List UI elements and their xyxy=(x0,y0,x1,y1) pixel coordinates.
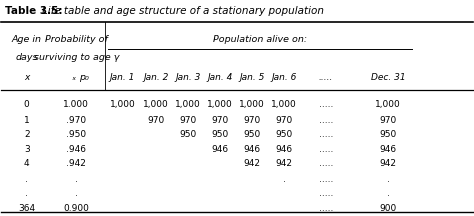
Text: 970: 970 xyxy=(276,116,293,125)
Text: .....: ..... xyxy=(319,189,333,198)
Text: 946: 946 xyxy=(244,145,261,154)
Text: .: . xyxy=(25,189,28,198)
Text: 3: 3 xyxy=(24,145,29,154)
Text: .....: ..... xyxy=(319,175,333,184)
Text: 1,000: 1,000 xyxy=(110,100,136,109)
Text: 1,000: 1,000 xyxy=(375,100,401,109)
Text: Jan. 4: Jan. 4 xyxy=(207,73,233,82)
Text: 4: 4 xyxy=(24,159,29,168)
Text: 364: 364 xyxy=(18,204,35,213)
Text: 950: 950 xyxy=(244,130,261,139)
Text: Population alive on:: Population alive on: xyxy=(213,35,307,44)
Text: .942: .942 xyxy=(66,159,86,168)
Text: 900: 900 xyxy=(380,204,397,213)
Text: 946: 946 xyxy=(276,145,293,154)
Text: .....: ..... xyxy=(319,145,333,154)
Text: .....: ..... xyxy=(319,204,333,213)
Text: 0.900: 0.900 xyxy=(64,204,89,213)
Text: 2: 2 xyxy=(24,130,29,139)
Text: 1: 1 xyxy=(24,116,29,125)
Text: 950: 950 xyxy=(276,130,293,139)
Text: 970: 970 xyxy=(244,116,261,125)
Text: Jan. 1: Jan. 1 xyxy=(110,73,135,82)
Text: Age in: Age in xyxy=(12,35,42,44)
Text: 942: 942 xyxy=(244,159,261,168)
Text: .: . xyxy=(283,175,286,184)
Text: Jan. 6: Jan. 6 xyxy=(272,73,297,82)
Text: 970: 970 xyxy=(211,116,228,125)
Text: 970: 970 xyxy=(380,116,397,125)
Text: Probability of: Probability of xyxy=(45,35,108,44)
Text: .: . xyxy=(75,189,78,198)
Text: surviving to age γ: surviving to age γ xyxy=(34,53,119,62)
Text: .....: ..... xyxy=(319,116,333,125)
Text: .: . xyxy=(75,175,78,184)
Text: 946: 946 xyxy=(380,145,397,154)
Text: Jan. 2: Jan. 2 xyxy=(143,73,168,82)
Text: 970: 970 xyxy=(147,116,164,125)
Text: .: . xyxy=(25,175,28,184)
Text: .946: .946 xyxy=(66,145,86,154)
Text: 1,000: 1,000 xyxy=(272,100,297,109)
Text: .....: ..... xyxy=(319,159,333,168)
Text: 950: 950 xyxy=(211,130,228,139)
Text: 0: 0 xyxy=(24,100,29,109)
Text: .....: ..... xyxy=(319,100,333,109)
Text: ₓ: ₓ xyxy=(72,73,76,82)
Text: .....: ..... xyxy=(319,73,333,82)
Text: Dec. 31: Dec. 31 xyxy=(371,73,406,82)
Text: p₀: p₀ xyxy=(79,73,89,82)
Text: .: . xyxy=(387,175,390,184)
Text: 1,000: 1,000 xyxy=(175,100,201,109)
Text: .950: .950 xyxy=(66,130,86,139)
Text: 1,000: 1,000 xyxy=(143,100,169,109)
Text: 942: 942 xyxy=(276,159,293,168)
Text: 1,000: 1,000 xyxy=(207,100,233,109)
Text: Life table and age structure of a stationary population: Life table and age structure of a statio… xyxy=(42,6,324,16)
Text: Table 3.5:: Table 3.5: xyxy=(5,6,63,16)
Text: 946: 946 xyxy=(211,145,228,154)
Text: .: . xyxy=(387,189,390,198)
Text: 1,000: 1,000 xyxy=(239,100,265,109)
Text: 950: 950 xyxy=(179,130,197,139)
Text: Jan. 3: Jan. 3 xyxy=(175,73,201,82)
Text: x: x xyxy=(24,73,29,82)
Text: 942: 942 xyxy=(380,159,397,168)
Text: 970: 970 xyxy=(179,116,197,125)
Text: 950: 950 xyxy=(380,130,397,139)
Text: Jan. 5: Jan. 5 xyxy=(239,73,265,82)
Text: .....: ..... xyxy=(319,130,333,139)
Text: .970: .970 xyxy=(66,116,86,125)
Text: days: days xyxy=(16,53,38,62)
Text: 1.000: 1.000 xyxy=(64,100,89,109)
